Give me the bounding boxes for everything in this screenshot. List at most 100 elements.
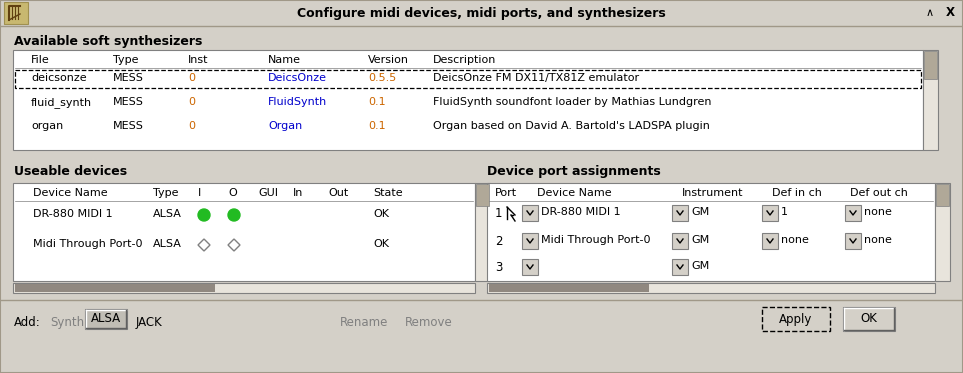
Text: JACK: JACK xyxy=(136,316,163,329)
Bar xyxy=(15,284,215,292)
Text: DeicsOnze FM DX11/TX81Z emulator: DeicsOnze FM DX11/TX81Z emulator xyxy=(433,73,639,83)
Text: ALSA: ALSA xyxy=(91,313,121,326)
Text: GM: GM xyxy=(691,235,710,245)
Bar xyxy=(672,233,688,249)
Bar xyxy=(487,183,935,281)
Text: Midi Through Port-0: Midi Through Port-0 xyxy=(33,239,143,249)
Text: organ: organ xyxy=(31,121,64,131)
Text: none: none xyxy=(864,235,892,245)
Bar xyxy=(85,309,127,329)
Bar xyxy=(672,259,688,275)
Bar xyxy=(475,183,490,281)
Text: 3: 3 xyxy=(495,261,503,274)
Text: Device Name: Device Name xyxy=(33,188,108,198)
Bar xyxy=(489,284,649,292)
Text: Port: Port xyxy=(495,188,517,198)
Text: Organ based on David A. Bartold's LADSPA plugin: Organ based on David A. Bartold's LADSPA… xyxy=(433,121,710,131)
Text: 1: 1 xyxy=(781,207,788,217)
Text: GM: GM xyxy=(691,207,710,217)
Text: DR-880 MIDI 1: DR-880 MIDI 1 xyxy=(541,207,620,217)
Text: OK: OK xyxy=(373,209,389,219)
Bar xyxy=(487,283,935,293)
Text: MESS: MESS xyxy=(113,121,143,131)
Bar xyxy=(845,205,861,221)
Text: Def in ch: Def in ch xyxy=(772,188,821,198)
Bar xyxy=(4,2,28,24)
Bar xyxy=(762,233,778,249)
Bar xyxy=(13,50,923,150)
Text: Device Name: Device Name xyxy=(537,188,612,198)
Text: FluidSynth: FluidSynth xyxy=(268,97,327,107)
Text: Available soft synthesizers: Available soft synthesizers xyxy=(14,35,202,48)
Text: fluid_synth: fluid_synth xyxy=(31,97,92,108)
Text: Type: Type xyxy=(113,55,139,65)
Text: Synth: Synth xyxy=(50,316,84,329)
Bar xyxy=(845,233,861,249)
Text: Version: Version xyxy=(368,55,409,65)
Text: DeicsOnze: DeicsOnze xyxy=(268,73,327,83)
Text: Useable devices: Useable devices xyxy=(14,165,127,178)
Text: 0.5.5: 0.5.5 xyxy=(368,73,396,83)
Bar xyxy=(522,259,538,275)
Text: DR-880 MIDI 1: DR-880 MIDI 1 xyxy=(33,209,113,219)
Text: none: none xyxy=(864,207,892,217)
Text: FluidSynth soundfont loader by Mathias Lundgren: FluidSynth soundfont loader by Mathias L… xyxy=(433,97,712,107)
Bar xyxy=(672,205,688,221)
Text: Rename: Rename xyxy=(340,316,388,329)
Text: Name: Name xyxy=(268,55,301,65)
Text: deicsonze: deicsonze xyxy=(31,73,87,83)
Text: none: none xyxy=(781,235,809,245)
Text: O: O xyxy=(228,188,237,198)
Text: File: File xyxy=(31,55,50,65)
Text: State: State xyxy=(373,188,403,198)
Text: 0.1: 0.1 xyxy=(368,97,385,107)
Text: 2: 2 xyxy=(495,235,503,248)
Text: Organ: Organ xyxy=(268,121,302,131)
Text: GM: GM xyxy=(691,261,710,271)
Text: ∧: ∧ xyxy=(926,8,934,18)
Text: Def out ch: Def out ch xyxy=(850,188,908,198)
Text: 0.1: 0.1 xyxy=(368,121,385,131)
Text: OK: OK xyxy=(373,239,389,249)
Text: Inst: Inst xyxy=(188,55,209,65)
Text: 0: 0 xyxy=(188,73,195,83)
Bar xyxy=(522,233,538,249)
Text: MESS: MESS xyxy=(113,97,143,107)
Bar xyxy=(843,307,895,331)
Bar xyxy=(935,183,950,281)
Text: Add:: Add: xyxy=(14,316,40,329)
Circle shape xyxy=(228,209,240,221)
Text: ALSA: ALSA xyxy=(153,239,182,249)
Text: Configure midi devices, midi ports, and synthesizers: Configure midi devices, midi ports, and … xyxy=(297,6,665,19)
Bar xyxy=(13,283,475,293)
Text: 0: 0 xyxy=(188,97,195,107)
Bar xyxy=(13,183,475,281)
Text: GUI: GUI xyxy=(258,188,278,198)
Text: MESS: MESS xyxy=(113,73,143,83)
Text: Apply: Apply xyxy=(779,313,813,326)
Bar xyxy=(476,184,489,206)
Text: Remove: Remove xyxy=(405,316,453,329)
Text: In: In xyxy=(293,188,303,198)
Bar xyxy=(936,184,949,206)
Text: Type: Type xyxy=(153,188,178,198)
Bar xyxy=(0,300,963,373)
Text: I: I xyxy=(198,188,201,198)
Text: Description: Description xyxy=(433,55,496,65)
Text: Midi Through Port-0: Midi Through Port-0 xyxy=(541,235,650,245)
Circle shape xyxy=(198,209,210,221)
Text: OK: OK xyxy=(861,313,877,326)
Text: 0: 0 xyxy=(188,121,195,131)
Text: 1: 1 xyxy=(495,207,503,220)
Text: Instrument: Instrument xyxy=(682,188,743,198)
Text: ALSA: ALSA xyxy=(153,209,182,219)
Text: Device port assignments: Device port assignments xyxy=(487,165,661,178)
Text: X: X xyxy=(946,6,954,19)
Bar xyxy=(0,0,963,26)
Bar xyxy=(522,205,538,221)
Bar xyxy=(923,50,938,150)
Bar xyxy=(762,205,778,221)
Bar xyxy=(762,307,830,331)
Bar xyxy=(15,70,921,88)
Bar xyxy=(924,51,937,79)
